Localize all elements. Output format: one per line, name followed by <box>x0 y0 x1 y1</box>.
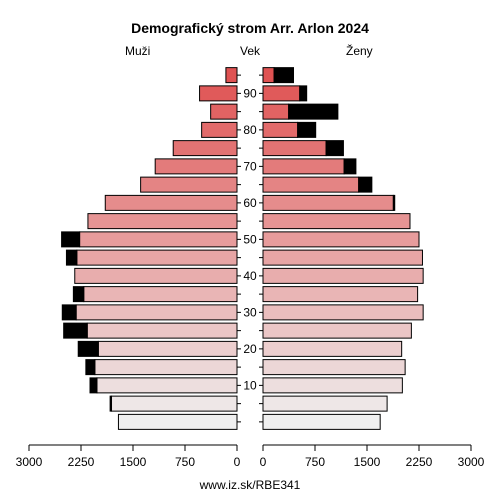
male-bar <box>94 359 238 376</box>
male-bar <box>210 103 238 120</box>
male-bar <box>86 322 238 339</box>
x-axis: 3000 2250 1500 750 0 0 750 1500 2250 3000 <box>16 444 485 469</box>
male-surplus-bar <box>109 395 113 412</box>
male-bar <box>111 395 238 412</box>
chart-title: Demografický strom Arr. Arlon 2024 <box>131 20 369 36</box>
x-tick-label-left: 3000 <box>16 455 43 469</box>
male-bar <box>172 140 238 157</box>
female-bar <box>262 140 327 157</box>
female-bar <box>262 85 301 102</box>
x-tick-label-right: 1500 <box>354 455 381 469</box>
male-bar <box>74 267 238 284</box>
female-surplus-bar <box>288 103 339 120</box>
female-bar <box>262 359 406 376</box>
male-surplus-bar <box>77 340 99 357</box>
male-surplus-bar <box>63 322 88 339</box>
female-surplus-bar <box>392 194 396 211</box>
male-surplus-bar <box>65 249 78 266</box>
age-tick-label: 80 <box>243 123 257 137</box>
female-surplus-bar <box>297 121 317 138</box>
male-bar <box>117 413 238 430</box>
center-label: Vek <box>240 44 261 58</box>
female-surplus-bar <box>325 140 344 157</box>
female-surplus-bar <box>299 85 308 102</box>
age-tick-label: 70 <box>243 159 257 173</box>
female-bar <box>262 395 388 412</box>
age-tick-label: 10 <box>243 378 257 392</box>
age-tick-label: 30 <box>243 305 257 319</box>
male-surplus-bar <box>89 377 98 394</box>
male-bar <box>96 377 238 394</box>
x-tick-label-left: 0 <box>234 455 241 469</box>
male-bar <box>201 121 238 138</box>
female-bar <box>262 103 290 120</box>
female-bar <box>262 322 412 339</box>
footer-source: www.iz.sk/RBE341 <box>199 478 301 492</box>
x-tick-label-right: 3000 <box>458 455 485 469</box>
male-bar <box>87 213 238 230</box>
age-tick-label: 60 <box>243 196 257 210</box>
x-tick-label-left: 2250 <box>68 455 95 469</box>
age-tick-label: 40 <box>243 269 257 283</box>
x-tick-label-right: 2250 <box>406 455 433 469</box>
male-surplus-bar <box>85 359 96 376</box>
female-bar <box>262 121 299 138</box>
male-surplus-bar <box>61 231 81 248</box>
male-surplus-bar <box>61 304 77 321</box>
male-bar <box>140 176 238 193</box>
female-bar <box>262 267 424 284</box>
female-bar <box>262 377 403 394</box>
female-surplus-bar <box>343 158 357 175</box>
female-bar <box>262 231 420 248</box>
age-axis: 10 20 30 40 50 60 70 80 90 <box>237 74 263 423</box>
female-bar <box>262 413 381 430</box>
age-tick-label: 50 <box>243 232 257 246</box>
female-bar <box>262 249 423 266</box>
female-bar <box>262 340 403 357</box>
male-surplus-bar <box>72 286 85 303</box>
female-bar <box>262 176 360 193</box>
female-bar <box>262 213 411 230</box>
male-bar <box>75 304 238 321</box>
female-bar <box>262 194 394 211</box>
female-bars <box>262 67 424 430</box>
male-bar <box>154 158 238 175</box>
male-bars <box>61 67 238 430</box>
x-tick-label-right: 0 <box>260 455 267 469</box>
age-tick-label: 20 <box>243 342 257 356</box>
x-tick-label-left: 1500 <box>120 455 147 469</box>
male-bar <box>83 286 238 303</box>
female-bar <box>262 304 424 321</box>
female-bar <box>262 286 419 303</box>
male-bar <box>97 340 238 357</box>
left-label: Muži <box>125 44 150 58</box>
male-bar <box>79 231 238 248</box>
female-bar <box>262 158 345 175</box>
male-bar <box>76 249 238 266</box>
male-bar <box>104 194 238 211</box>
female-surplus-bar <box>273 67 295 84</box>
female-bar <box>262 67 275 84</box>
female-surplus-bar <box>358 176 373 193</box>
male-bar <box>225 67 238 84</box>
right-label: Ženy <box>346 43 373 58</box>
x-tick-label-right: 750 <box>305 455 325 469</box>
age-tick-label: 90 <box>243 86 257 100</box>
male-bar <box>199 85 238 102</box>
x-tick-label-left: 750 <box>175 455 195 469</box>
